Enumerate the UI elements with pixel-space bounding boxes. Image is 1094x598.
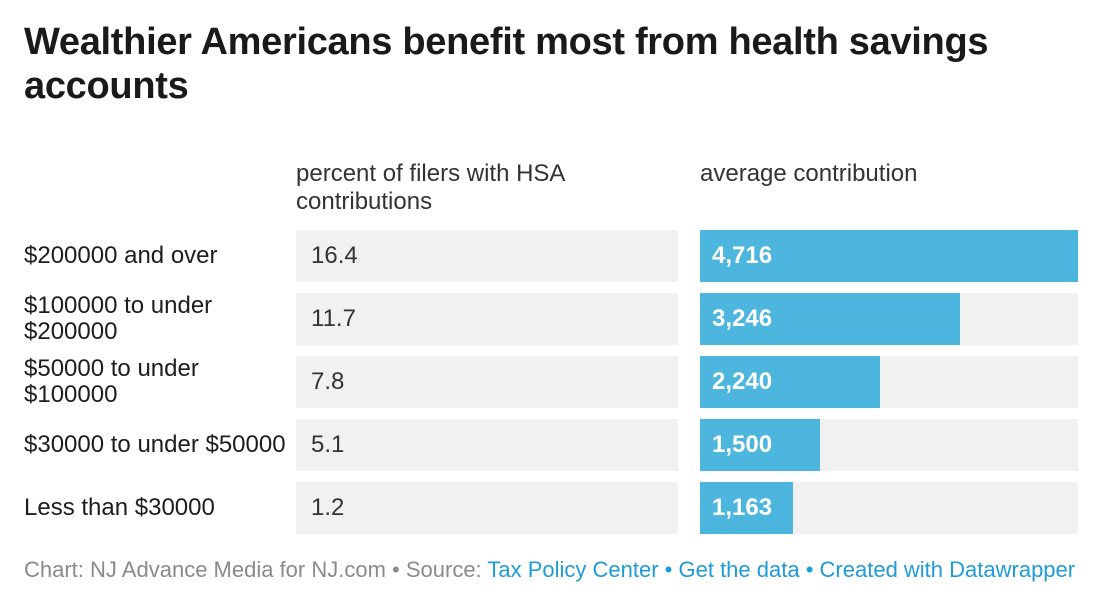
row-label: $30000 to under $50000 xyxy=(24,431,286,458)
bar-track: 1,163 xyxy=(700,482,1078,534)
percent-value: 5.1 xyxy=(311,431,345,458)
column-gap-spacer xyxy=(678,482,700,534)
percent-value: 16.4 xyxy=(311,242,358,269)
column-gap-spacer xyxy=(678,419,700,471)
footer-separator: • xyxy=(799,557,820,582)
column-gap-spacer xyxy=(678,293,700,345)
bar-track: 2,240 xyxy=(700,356,1078,408)
bar-track: 1,500 xyxy=(700,419,1078,471)
table-row: Less than $30000 1.2 1,163 xyxy=(24,482,1078,534)
row-label: $200000 and over xyxy=(24,242,218,269)
footer: Chart: NJ Advance Media for NJ.com • Sou… xyxy=(24,556,1078,584)
chart-title: Wealthier Americans benefit most from he… xyxy=(24,21,989,107)
percent-cell: 5.1 xyxy=(296,419,678,471)
percent-cell: 7.8 xyxy=(296,356,678,408)
row-label: Less than $30000 xyxy=(24,494,215,521)
table-row: $50000 to under $100000 7.8 2,240 xyxy=(24,356,1078,408)
bar-track: 4,716 xyxy=(700,230,1078,282)
contribution-bar: 1,163 xyxy=(700,482,794,534)
bar-value-label: 3,246 xyxy=(712,305,773,332)
source-link[interactable]: Tax Policy Center xyxy=(487,557,659,582)
chart-rows: $200000 and over 16.4 4,716 $100000 to u… xyxy=(24,230,1078,534)
table-row: $30000 to under $50000 5.1 1,500 xyxy=(24,419,1078,471)
contribution-bar: 2,240 xyxy=(700,356,880,408)
column-header-average: average contribution xyxy=(700,160,918,187)
column-header-percent: percent of filers with HSA contributions xyxy=(296,160,565,215)
column-gap-spacer xyxy=(678,230,700,282)
percent-value: 1.2 xyxy=(311,494,345,521)
bar-track: 3,246 xyxy=(700,293,1078,345)
get-the-data-link[interactable]: Get the data xyxy=(678,557,800,582)
contribution-bar: 3,246 xyxy=(700,293,961,345)
bar-value-label: 1,500 xyxy=(712,431,773,458)
bar-value-label: 1,163 xyxy=(712,494,773,521)
percent-value: 7.8 xyxy=(311,368,345,395)
contribution-bar: 1,500 xyxy=(700,419,821,471)
percent-cell: 1.2 xyxy=(296,482,678,534)
contribution-bar: 4,716 xyxy=(700,230,1078,282)
table-row: $200000 and over 16.4 4,716 xyxy=(24,230,1078,282)
table-row: $100000 to under $200000 11.7 3,246 xyxy=(24,293,1078,345)
percent-cell: 16.4 xyxy=(296,230,678,282)
row-label: $50000 to under $100000 xyxy=(24,355,199,408)
bar-value-label: 4,716 xyxy=(712,242,773,269)
row-label: $100000 to under $200000 xyxy=(24,292,213,345)
footer-separator: • xyxy=(658,557,679,582)
column-headers: percent of filers with HSA contributions… xyxy=(24,160,1078,216)
footer-credit: Chart: NJ Advance Media for NJ.com • Sou… xyxy=(24,557,488,582)
bar-value-label: 2,240 xyxy=(712,368,773,395)
percent-value: 11.7 xyxy=(311,305,356,332)
percent-cell: 11.7 xyxy=(296,293,678,345)
column-gap-spacer xyxy=(678,356,700,408)
datawrapper-link[interactable]: Created with Datawrapper xyxy=(819,557,1076,582)
